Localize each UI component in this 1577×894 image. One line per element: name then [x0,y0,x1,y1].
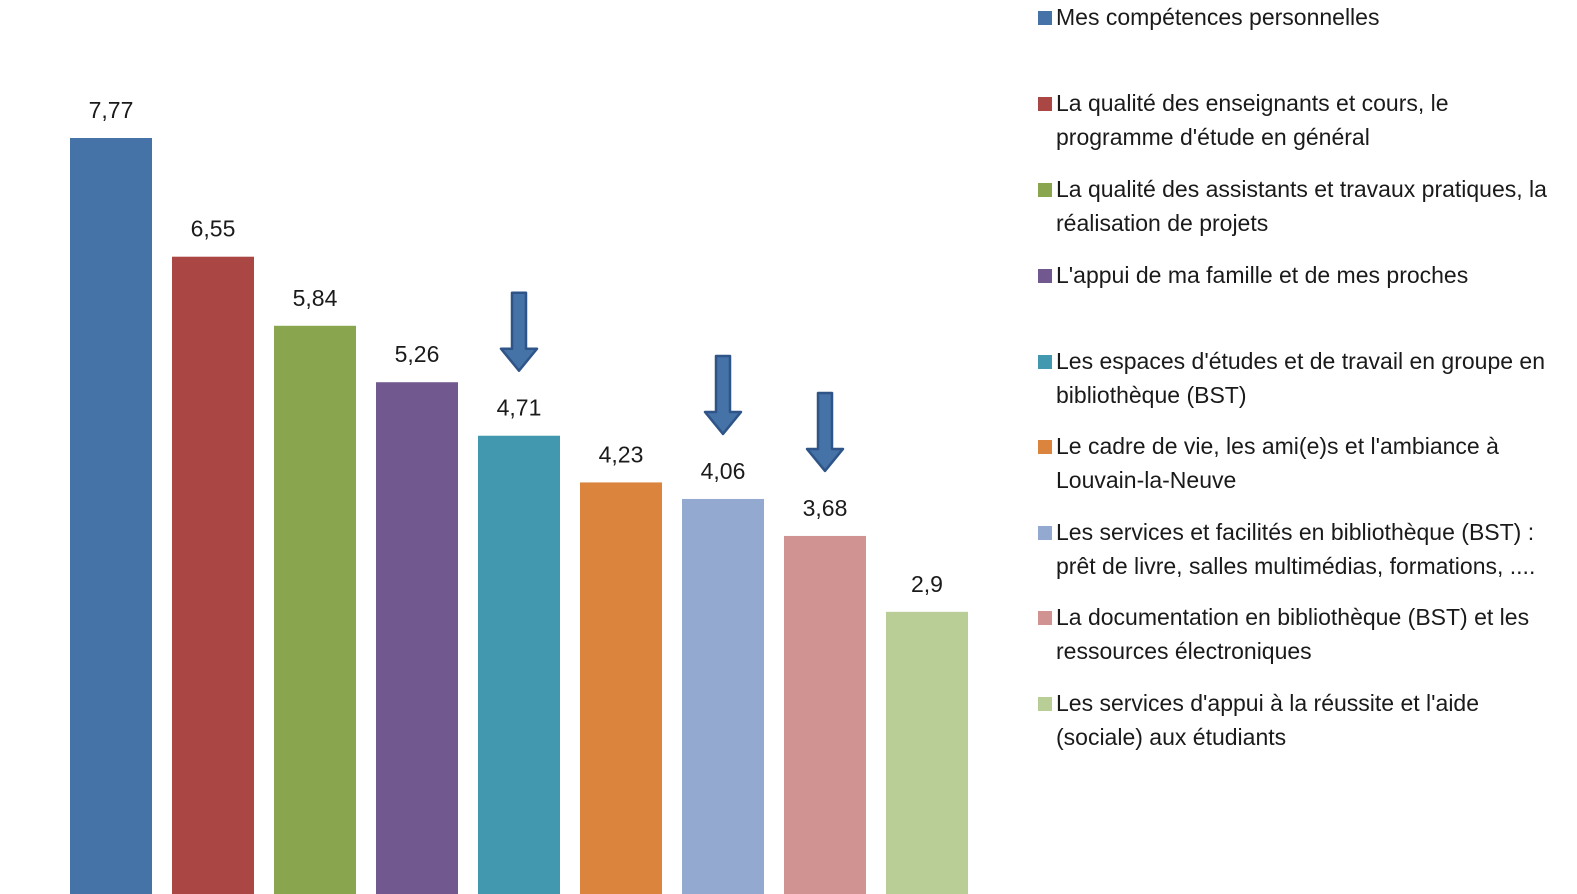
down-arrow-icon [805,391,845,473]
data-label-9: 2,9 [911,571,943,597]
legend-label: La documentation en bibliothèque (BST) e… [1056,604,1530,664]
bar-5 [478,435,560,894]
legend-item-9: Les services d'appui à la réussite et l'… [1038,686,1568,754]
legend-label: L'appui de ma famille et de mes proches [1056,262,1469,288]
bar-1 [70,138,152,894]
bar-7 [682,498,764,894]
data-label-5: 4,71 [497,395,542,421]
data-label-8: 3,68 [803,495,848,521]
legend-label: Les services et facilités en bibliothèqu… [1056,519,1536,579]
legend-label: La qualité des assistants et travaux pra… [1056,176,1547,236]
down-arrow-icon [703,354,743,436]
legend-item-5: Les espaces d'études et de travail en gr… [1038,344,1568,412]
data-label-7: 4,06 [701,458,746,484]
legend-swatch [1038,440,1052,454]
legend-swatch [1038,697,1052,711]
bar-4 [376,382,458,894]
legend-label: La qualité des enseignants et cours, le … [1056,90,1449,150]
bar-2 [172,256,254,894]
legend-swatch [1038,611,1052,625]
legend-swatch [1038,11,1052,25]
data-label-6: 4,23 [599,441,644,467]
data-label-1: 7,77 [89,97,134,123]
legend-item-7: Les services et facilités en bibliothèqu… [1038,515,1568,583]
legend-swatch [1038,183,1052,197]
data-label-4: 5,26 [395,341,440,367]
legend-item-8: La documentation en bibliothèque (BST) e… [1038,600,1568,668]
bar-8 [784,535,866,894]
legend-item-6: Le cadre de vie, les ami(e)s et l'ambian… [1038,429,1568,497]
legend-item-2: La qualité des enseignants et cours, le … [1038,86,1568,154]
bar-chart: 7,77 6,55 5,84 5,26 4,71 4,23 4,06 3,68 2,9 [70,97,968,894]
data-label-2: 6,55 [191,216,236,242]
legend-swatch [1038,97,1052,111]
legend-item-4: L'appui de ma famille et de mes proches [1038,258,1568,292]
legend-label: Mes compétences personnelles [1056,4,1380,30]
legend-swatch [1038,526,1052,540]
legend-label: Les services d'appui à la réussite et l'… [1056,690,1480,750]
legend-label: Les espaces d'études et de travail en gr… [1056,348,1546,408]
legend-item-3: La qualité des assistants et travaux pra… [1038,172,1568,240]
legend-label: Le cadre de vie, les ami(e)s et l'ambian… [1056,433,1499,493]
down-arrow-icon [499,291,539,372]
bar-9 [886,611,968,894]
legend-swatch [1038,269,1052,283]
legend-swatch [1038,355,1052,369]
legend-item-1: Mes compétences personnelles [1038,0,1568,34]
bar-6 [580,482,662,894]
bar-3 [274,325,356,894]
data-label-3: 5,84 [293,285,338,311]
